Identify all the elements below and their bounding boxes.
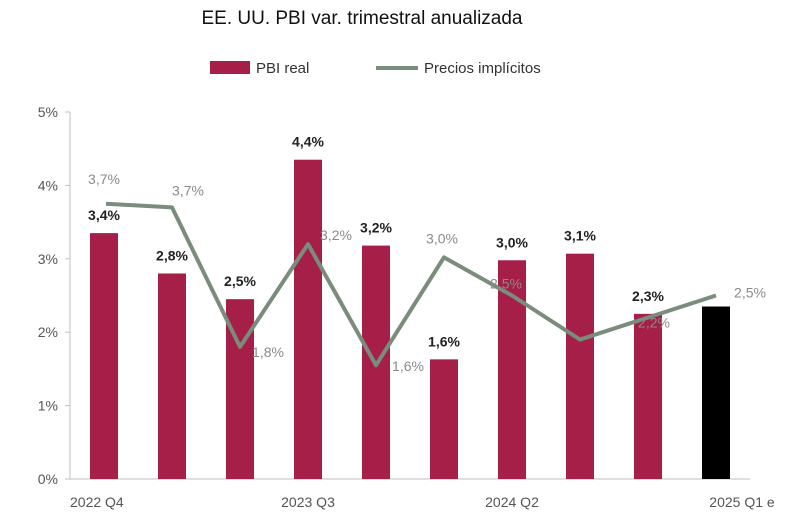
- line-data-label: 2,5%: [734, 285, 766, 301]
- bar-data-label: 3,1%: [564, 228, 596, 244]
- chart-title: EE. UU. PBI var. trimestral anualizada: [201, 8, 522, 29]
- bar: [90, 233, 118, 479]
- y-tick-label: 4%: [38, 177, 58, 193]
- x-axis-ticks: 2022 Q4 2023 Q3 2024 Q2 2025 Q1 e: [70, 494, 775, 510]
- y-tick-label: 2%: [38, 324, 58, 340]
- line-path: [105, 201, 717, 368]
- bar-data-label: 1,6%: [428, 333, 460, 349]
- bar-data-label: 2,3%: [632, 288, 664, 304]
- bar: [158, 273, 186, 479]
- line-data-label: 3,7%: [88, 171, 120, 187]
- y-axis-ticks: 0% 1% 2% 3% 4% 5%: [38, 104, 70, 487]
- x-tick-label: 2025 Q1 e: [709, 494, 775, 510]
- line-data-label: 3,2%: [320, 227, 352, 243]
- line-data-label: 3,0%: [426, 230, 458, 246]
- bar: [702, 306, 730, 479]
- y-tick-label: 5%: [38, 104, 58, 120]
- bar: [634, 313, 662, 479]
- legend-swatch-bar: [210, 61, 250, 74]
- line-series: [105, 201, 717, 368]
- legend: PBI real Precios implícitos: [210, 60, 541, 77]
- y-tick-label: 0%: [38, 471, 58, 487]
- bar-data-label: 3,0%: [496, 234, 528, 250]
- line-data-label: 2,2%: [638, 315, 670, 331]
- legend-label-bar: PBI real: [256, 60, 309, 77]
- bar-data-label: 2,8%: [156, 247, 188, 263]
- line-data-label: 1,8%: [252, 344, 284, 360]
- bar-series: [90, 159, 730, 479]
- bar-data-label: 3,2%: [360, 220, 392, 236]
- bar-data-labels: 3,4% 2,8% 2,5% 4,4% 3,2% 1,6% 3,0% 3,1% 2,3%: [88, 134, 664, 350]
- x-tick-label: 2022 Q4: [70, 494, 124, 510]
- y-tick-label: 1%: [38, 398, 58, 414]
- line-data-label: 1,6%: [392, 358, 424, 374]
- line-data-labels: 3,7% 3,7% 1,8% 3,2% 1,6% 3,0% 2,5% 2,2% 2,5%: [88, 171, 766, 374]
- bar: [294, 159, 322, 479]
- bar: [430, 359, 458, 479]
- bar-data-label: 2,5%: [224, 273, 256, 289]
- line-data-label: 2,5%: [490, 276, 522, 292]
- line-data-label: 3,7%: [172, 182, 204, 198]
- y-tick-label: 3%: [38, 251, 58, 267]
- bar: [498, 260, 526, 479]
- bar: [566, 253, 594, 479]
- x-tick-label: 2024 Q2: [485, 494, 539, 510]
- bar-data-label: 4,4%: [292, 134, 324, 150]
- bar-data-label: 3,4%: [88, 207, 120, 223]
- x-tick-label: 2023 Q3: [281, 494, 335, 510]
- legend-label-line: Precios implícitos: [424, 60, 541, 77]
